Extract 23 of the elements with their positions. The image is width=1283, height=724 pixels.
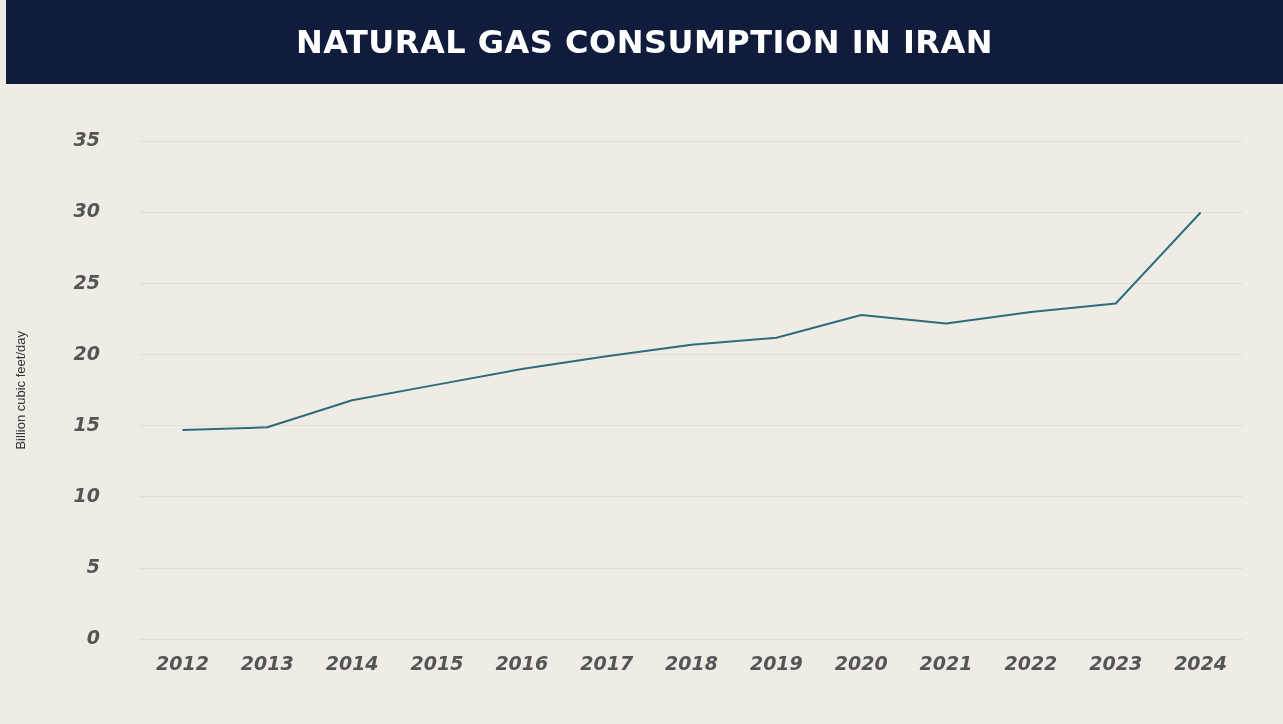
y-tick-label: 35 [73,128,101,151]
x-tick-label: 2018 [665,651,718,674]
x-tick-label: 2022 [1004,651,1058,674]
x-tick-label: 2024 [1174,651,1228,674]
y-tick-label: 25 [73,270,101,293]
x-tick-label: 2020 [834,651,888,674]
x-tick-label: 2014 [325,651,379,674]
y-tick-label: 30 [73,199,101,222]
y-tick-label: 0 [86,626,101,649]
x-tick-label: 2012 [156,651,209,674]
chart-title: NATURAL GAS CONSUMPTION IN IRAN [295,23,994,61]
y-tick-label: 10 [73,483,101,506]
y-axis-title: Billion cubic feet/day [13,330,29,450]
x-tick-label: 2016 [495,651,549,674]
x-tick-label: 2019 [749,651,803,674]
x-tick-label: 2021 [919,651,973,674]
x-tick-label: 2023 [1089,651,1143,674]
x-tick-label: 2015 [410,651,464,674]
x-tick-label: 2017 [580,651,634,674]
y-tick-label: 20 [73,341,101,364]
y-tick-label: 5 [86,555,101,578]
x-tick-label: 2013 [240,651,294,674]
y-tick-label: 15 [73,412,101,435]
